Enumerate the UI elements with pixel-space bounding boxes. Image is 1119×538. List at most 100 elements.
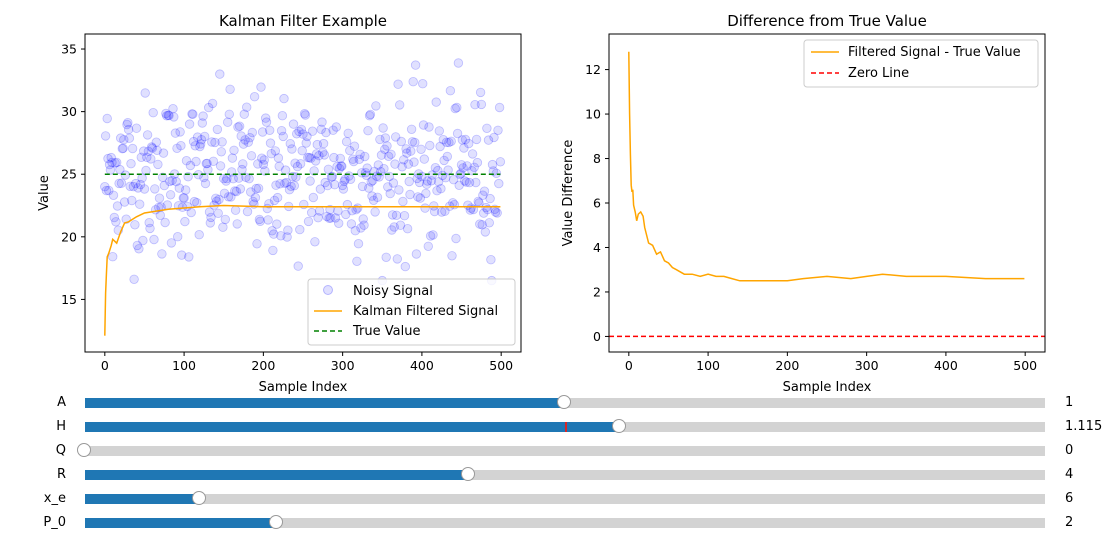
scatter-point <box>226 192 236 202</box>
slider-xe-handle[interactable] <box>192 491 207 505</box>
scatter-point <box>230 205 241 215</box>
scatter-point <box>280 178 290 189</box>
scatter-point <box>447 251 457 261</box>
scatter-point <box>290 158 300 168</box>
scatter-point <box>388 178 399 188</box>
scatter-point <box>486 255 496 265</box>
scatter-point <box>333 206 343 216</box>
scatter-point <box>324 213 334 223</box>
scatter-point <box>196 134 207 145</box>
scatter-point <box>432 185 442 196</box>
scatter-point <box>339 176 349 187</box>
scatter-point <box>360 151 370 162</box>
scatter-point <box>334 163 345 174</box>
scatter-point <box>429 201 439 211</box>
scatter-point <box>364 110 375 121</box>
scatter-point <box>330 179 340 190</box>
scatter-point <box>380 144 390 155</box>
scatter-point <box>387 225 397 235</box>
slider-r-handle[interactable] <box>461 467 475 481</box>
scatter-point <box>452 102 462 113</box>
scatter-point <box>397 162 407 172</box>
scatter-point <box>386 149 396 160</box>
scatter-point <box>211 193 221 204</box>
scatter-point <box>494 102 505 113</box>
slider-q[interactable] <box>77 443 1045 457</box>
scatter-point <box>437 207 447 217</box>
scatter-point <box>127 195 137 206</box>
scatter-point <box>109 212 120 223</box>
plot1-xlabel: Sample Index <box>259 380 348 395</box>
scatter-point <box>252 239 262 249</box>
scatter-point <box>437 170 448 181</box>
scatter-point <box>195 141 205 152</box>
scatter-point <box>352 256 362 267</box>
scatter-point <box>321 127 331 138</box>
kalman-plot: Kalman Filter Example 0 100 200 300 400 500 1… <box>37 12 522 395</box>
slider-p0[interactable] <box>85 515 1045 529</box>
scatter-point <box>152 145 162 156</box>
scatter-point <box>120 170 131 180</box>
slider-r[interactable] <box>85 467 1045 481</box>
scatter-point <box>381 252 391 262</box>
scatter-point <box>416 144 426 155</box>
slider-a[interactable] <box>85 395 1045 409</box>
difference-plot: Difference from True Value 0 100 200 300 400… <box>561 12 1046 395</box>
scatter-point <box>136 152 147 163</box>
scatter-point <box>159 180 170 191</box>
scatter-point <box>235 184 246 194</box>
slider-a-handle[interactable] <box>557 395 571 409</box>
scatter-point <box>180 185 191 195</box>
scatter-point <box>208 156 219 167</box>
slider-h-handle[interactable] <box>612 419 627 433</box>
scatter-point <box>358 214 368 224</box>
scatter-point <box>485 193 495 204</box>
scatter-point <box>111 157 122 168</box>
scatter-point <box>239 109 250 119</box>
scatter-point <box>337 161 347 172</box>
scatter-point <box>257 127 268 137</box>
scatter-point <box>100 181 110 192</box>
ytick-label: 20 <box>61 229 77 244</box>
scatter-point <box>238 139 249 149</box>
slider-h[interactable] <box>85 419 1045 433</box>
scatter-point <box>137 173 147 183</box>
plot2-xlabel: Sample Index <box>783 380 872 395</box>
scatter-point <box>202 158 212 169</box>
plot1-yticks: 15 20 25 30 35 <box>61 42 85 307</box>
ytick-label: 0 <box>593 329 601 344</box>
scatter-point <box>214 194 224 205</box>
scatter-point <box>256 82 266 92</box>
scatter-point <box>165 190 176 200</box>
scatter-point <box>169 112 179 122</box>
scatter-point <box>464 138 474 149</box>
scatter-point <box>462 161 472 171</box>
scatter-point <box>130 220 140 230</box>
scatter-point <box>478 190 488 200</box>
scatter-point <box>424 122 434 132</box>
scatter-point <box>293 261 303 271</box>
scatter-point <box>100 131 111 141</box>
scatter-point <box>253 183 264 194</box>
scatter-point <box>206 212 216 223</box>
scatter-point <box>405 189 415 200</box>
scatter-point <box>201 158 212 169</box>
scatter-point <box>345 145 355 156</box>
slider-p0-handle[interactable] <box>269 515 283 529</box>
scatter-point <box>294 126 304 137</box>
scatter-point <box>292 129 302 139</box>
scatter-point <box>245 132 255 143</box>
slider-q-handle[interactable] <box>77 443 91 457</box>
scatter-point <box>489 132 499 143</box>
scatter-point <box>179 193 189 203</box>
scatter-point <box>446 136 456 147</box>
scatter-point <box>356 223 366 233</box>
scatter-point <box>122 119 132 130</box>
slider-xe[interactable] <box>85 491 1045 505</box>
scatter-point <box>104 185 114 196</box>
scatter-point <box>400 261 411 272</box>
ytick-label: 8 <box>593 151 601 166</box>
scatter-point <box>387 210 398 220</box>
plot2-title: Difference from True Value <box>727 12 927 30</box>
ytick-label: 10 <box>585 107 601 122</box>
